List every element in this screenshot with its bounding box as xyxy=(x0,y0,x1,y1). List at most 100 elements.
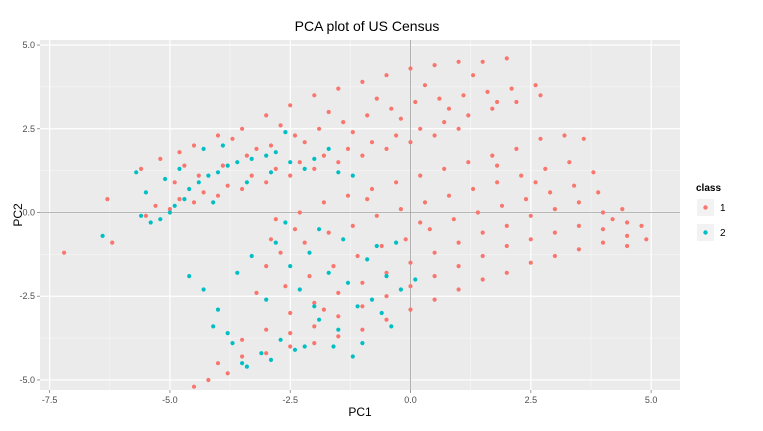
data-point xyxy=(360,341,365,346)
data-point xyxy=(139,166,144,171)
data-point xyxy=(225,331,230,336)
data-point xyxy=(374,96,379,101)
data-point xyxy=(581,136,586,141)
data-points xyxy=(62,56,649,389)
data-point xyxy=(341,237,346,242)
data-point xyxy=(288,331,293,336)
data-point xyxy=(288,173,293,178)
legend-entry-2: 2 xyxy=(697,224,726,241)
data-point xyxy=(312,93,317,98)
data-point xyxy=(360,79,365,84)
data-point xyxy=(461,93,466,98)
data-point xyxy=(254,146,259,151)
x-tick-label: -2.5 xyxy=(282,395,298,405)
data-point xyxy=(143,190,148,195)
data-point xyxy=(538,136,543,141)
data-point xyxy=(264,264,269,269)
data-point xyxy=(403,237,408,242)
x-axis-title: PC1 xyxy=(348,405,372,419)
data-point xyxy=(288,160,293,165)
x-tick-label: 5.0 xyxy=(645,395,658,405)
data-point xyxy=(389,106,394,111)
data-point xyxy=(292,227,298,232)
data-point xyxy=(345,280,351,285)
data-point xyxy=(317,317,322,322)
data-point xyxy=(336,160,341,165)
data-point xyxy=(418,126,423,131)
data-point xyxy=(297,210,302,215)
data-point xyxy=(240,361,245,366)
data-point xyxy=(466,113,471,118)
data-point xyxy=(312,166,317,171)
data-point xyxy=(350,354,355,359)
data-point xyxy=(302,240,307,245)
data-point xyxy=(273,217,278,222)
x-tick-label: 2.5 xyxy=(525,395,538,405)
data-point xyxy=(523,197,529,202)
data-point xyxy=(360,153,365,158)
data-point xyxy=(379,310,384,316)
legend-label-2: 2 xyxy=(720,228,726,239)
data-point xyxy=(341,120,346,125)
x-tick-label: 0.0 xyxy=(404,395,417,405)
data-point xyxy=(220,163,225,168)
data-point xyxy=(326,270,331,275)
data-point xyxy=(451,217,456,222)
data-point xyxy=(475,210,480,215)
data-point xyxy=(432,63,437,68)
data-point xyxy=(394,180,399,185)
data-point xyxy=(350,130,355,135)
data-point xyxy=(201,287,206,292)
plot-panel xyxy=(40,40,680,390)
data-point xyxy=(543,166,548,171)
data-point xyxy=(552,230,558,235)
data-point xyxy=(326,146,331,151)
data-point xyxy=(110,240,115,245)
data-point xyxy=(336,327,341,332)
data-point xyxy=(480,59,485,64)
data-point xyxy=(307,274,312,279)
y-tick-label: 0.0 xyxy=(22,207,35,217)
data-point xyxy=(576,200,582,205)
x-axis-ticks: -7.5 -5.0 -2.5 0.0 2.5 5.0 xyxy=(42,390,658,405)
data-point xyxy=(240,126,245,131)
data-point xyxy=(533,83,538,88)
data-point xyxy=(321,153,326,158)
data-point xyxy=(504,223,509,228)
data-point xyxy=(206,377,211,383)
data-point xyxy=(480,253,485,259)
data-point xyxy=(158,156,163,161)
y-tick-label: -2.5 xyxy=(19,291,35,301)
series-1 xyxy=(62,56,649,389)
data-point xyxy=(446,193,452,198)
data-point xyxy=(283,284,288,289)
legend-dot-1 xyxy=(703,205,708,210)
chart-title: PCA plot of US Census xyxy=(295,18,440,34)
data-point xyxy=(360,327,365,332)
data-point xyxy=(215,307,221,312)
data-point xyxy=(297,287,302,292)
data-point xyxy=(528,237,533,242)
data-point xyxy=(196,180,201,185)
data-point xyxy=(490,106,495,111)
data-point xyxy=(471,73,476,78)
data-point xyxy=(600,240,606,245)
legend-dot-2 xyxy=(703,230,708,235)
data-point xyxy=(384,294,389,299)
data-point xyxy=(418,173,423,178)
data-point xyxy=(264,351,269,356)
data-point xyxy=(345,146,351,151)
data-point xyxy=(552,207,558,212)
data-point xyxy=(350,223,355,228)
data-point xyxy=(326,109,331,115)
data-point xyxy=(321,307,326,312)
y-axis-ticks: -5.0 -2.5 0.0 2.5 5.0 xyxy=(19,40,40,385)
data-point xyxy=(369,140,375,145)
data-point xyxy=(369,297,375,302)
data-point xyxy=(514,146,519,151)
legend-entry-1: 1 xyxy=(697,199,726,216)
data-point xyxy=(413,99,418,105)
data-point xyxy=(220,143,225,148)
data-point xyxy=(480,277,485,282)
data-point xyxy=(182,163,187,168)
